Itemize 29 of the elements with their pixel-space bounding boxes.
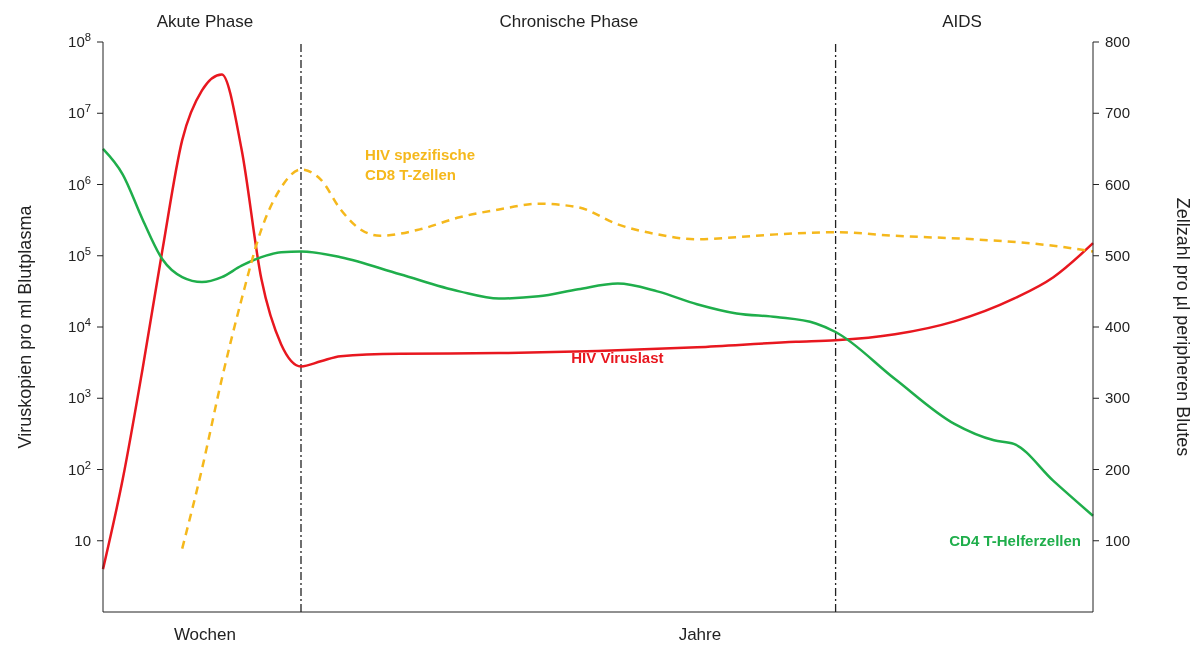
y2-tick-label: 800	[1105, 33, 1131, 50]
y2-tick-label: 700	[1105, 104, 1131, 122]
line-series	[180, 168, 1095, 550]
y-tick-label: 10$^{4}$	[68, 316, 91, 335]
y-tick-label: 10$^{2}$	[68, 458, 91, 478]
text: AIDS	[942, 12, 982, 32]
text: Chronische Phase	[499, 12, 639, 32]
y-axis-title: Viruskopien pro ml Blutplasma	[15, 204, 36, 449]
line-series	[101, 147, 1095, 518]
y2-tick-label: 300	[1105, 389, 1131, 407]
text: HIV spezifische CD8 T-Zellen	[365, 145, 476, 185]
y2-axis-title: Zellzahl pro µl peripheren Blutes	[1172, 197, 1193, 457]
series-label: HIV Viruslast	[571, 348, 664, 368]
y-tick-label: 10$^{8}$	[68, 31, 91, 50]
y-tick-label: 10	[74, 531, 91, 549]
y2-tick-label: 200	[1105, 460, 1131, 478]
y2-tick-label: 100	[1105, 531, 1131, 549]
text: Akute Phase	[156, 12, 254, 32]
y2-tick-label: 500	[1105, 246, 1131, 264]
y-tick-label: 10$^{6}$	[68, 173, 91, 193]
line-series	[101, 73, 1095, 571]
y-tick-label: 10$^{5}$	[68, 244, 91, 264]
series-label: CD4 T-Helferzellen	[949, 531, 1081, 551]
text: Jahre	[678, 625, 722, 645]
text: Wochen	[173, 625, 236, 645]
y-tick-label: 10$^{3}$	[68, 387, 91, 407]
y2-tick-label: 400	[1105, 318, 1131, 335]
y2-tick-label: 600	[1105, 175, 1131, 193]
y-tick-label: 10$^{7}$	[68, 102, 91, 122]
